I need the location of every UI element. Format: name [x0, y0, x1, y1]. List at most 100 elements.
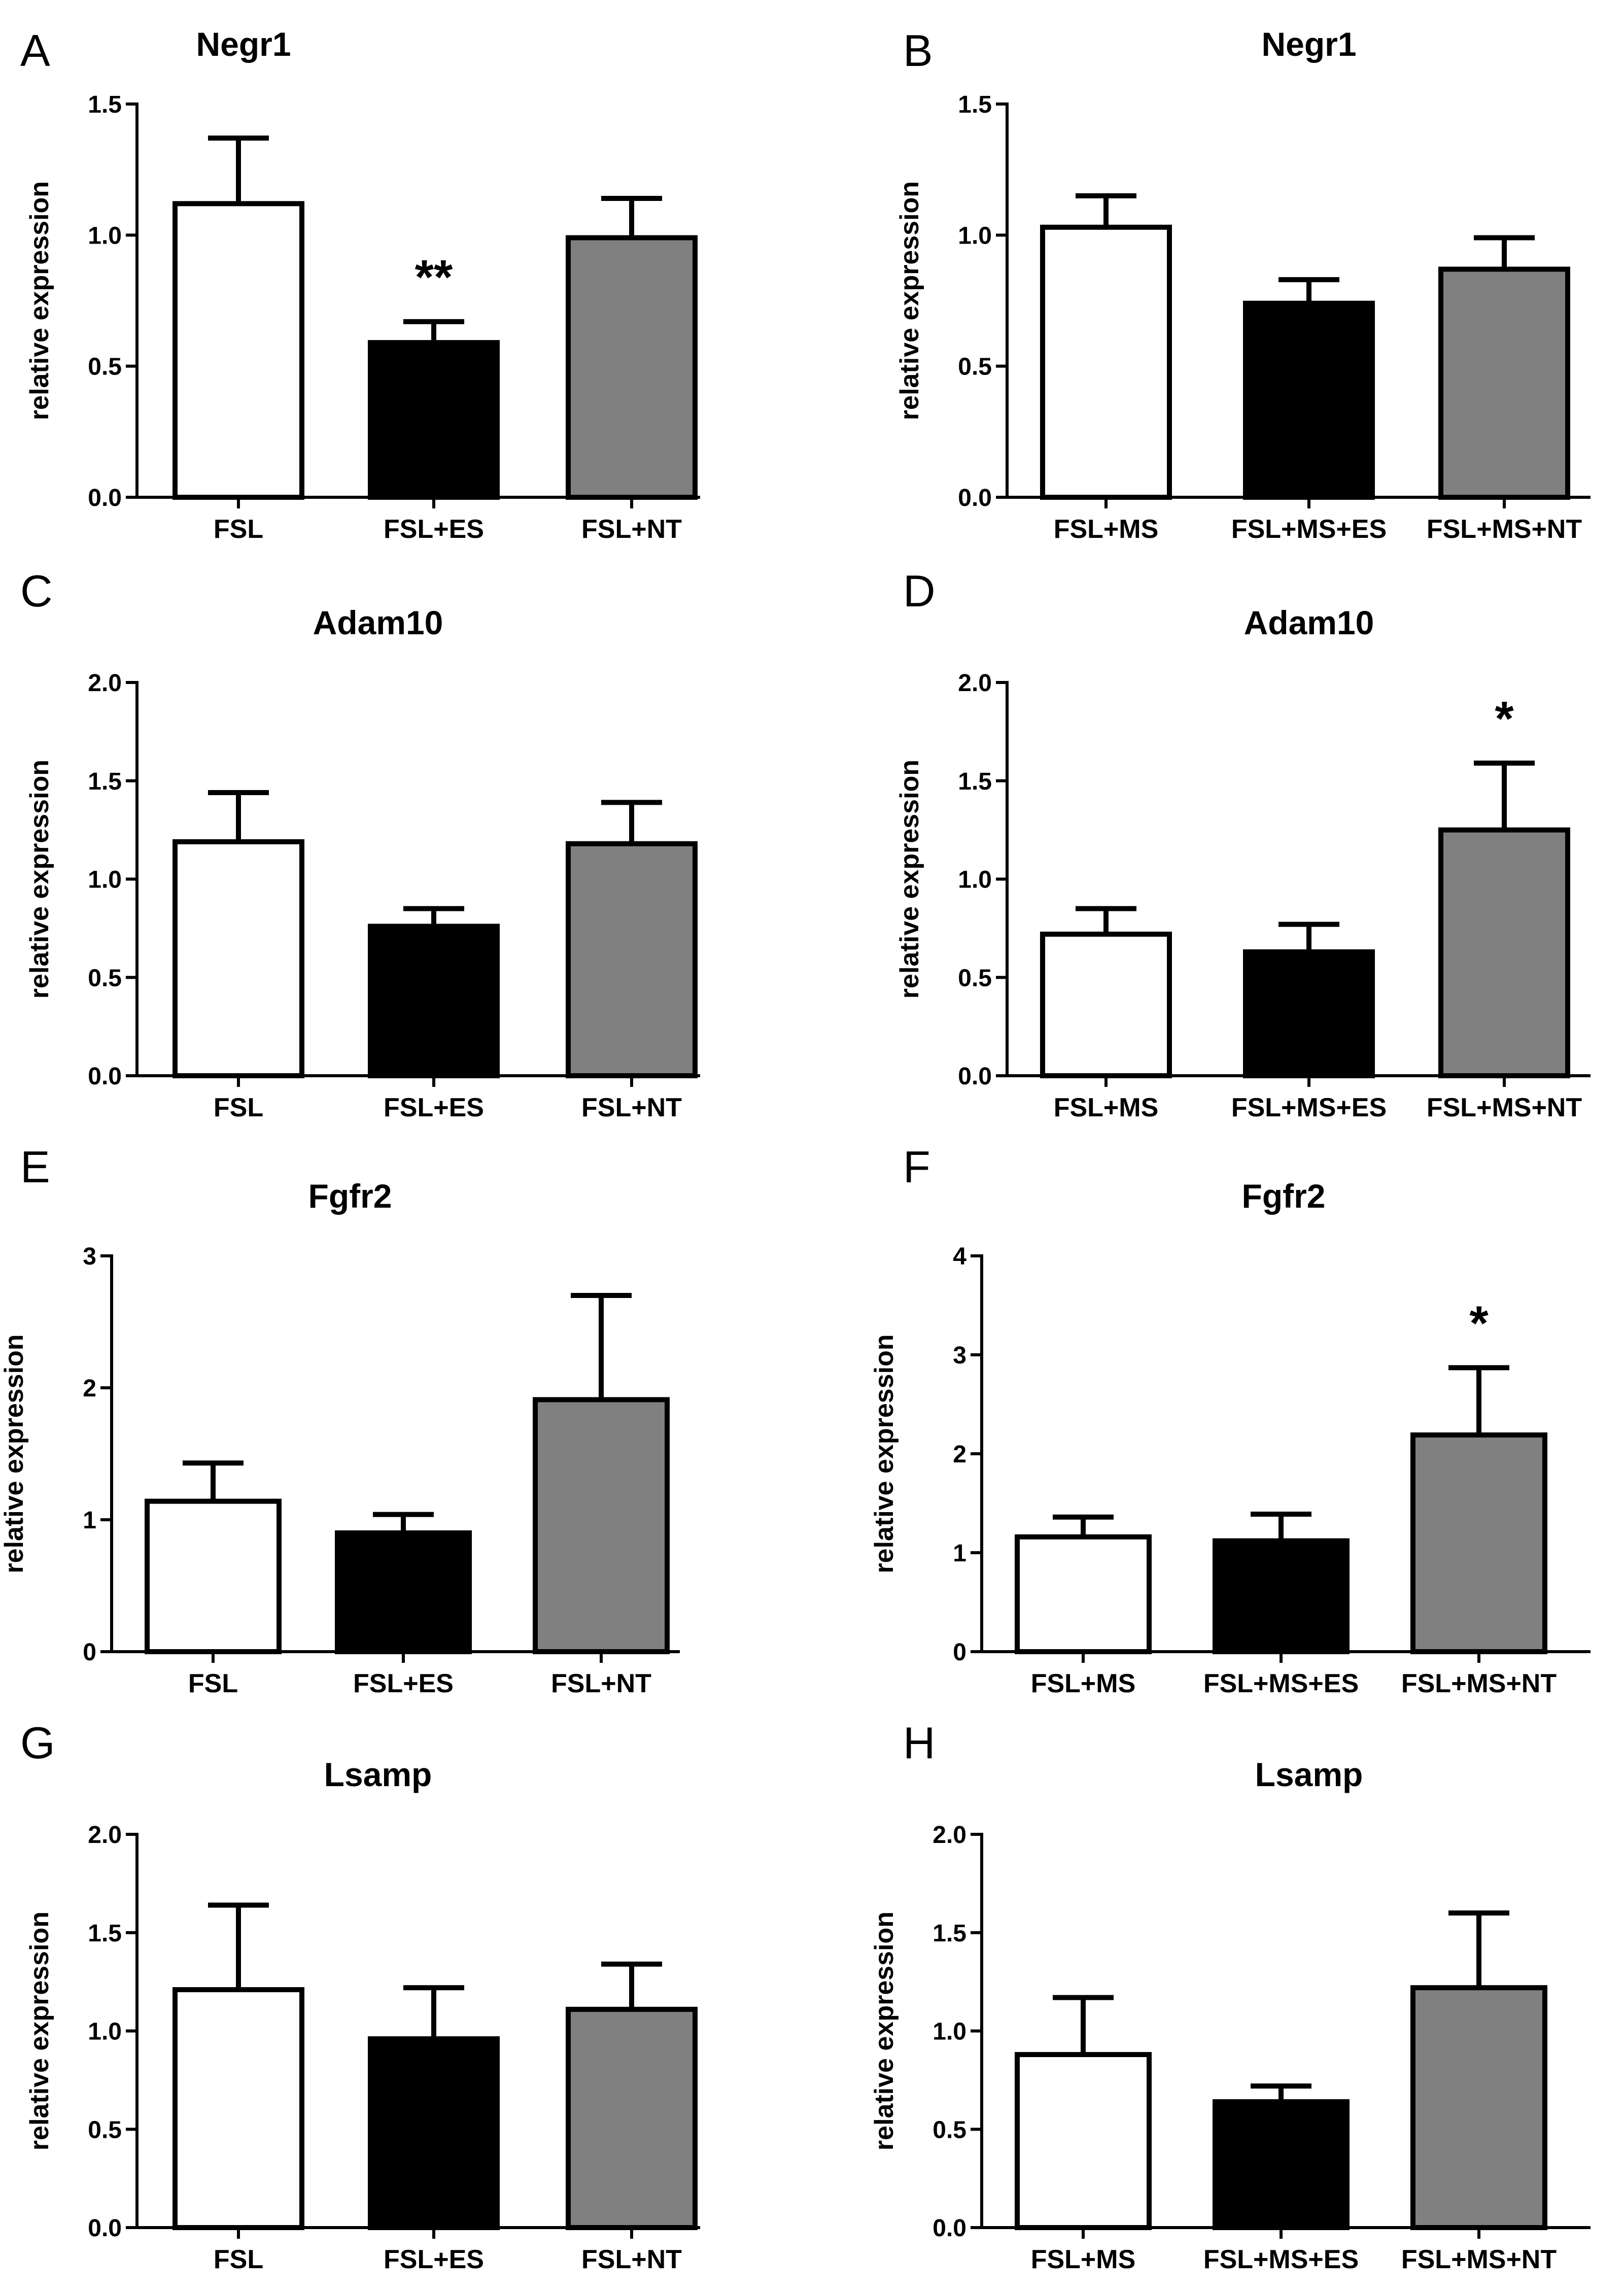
error-bar — [1279, 921, 1339, 952]
bar-fsl-ms-nt — [1410, 1985, 1547, 2230]
y-tick-label: 0.0 — [958, 485, 992, 511]
bar-fsl-nt — [566, 235, 698, 500]
panel-b: B Negr1 relative expression 0.0 0.5 1.0 1.5 FSL… — [895, 25, 1591, 544]
error-bar — [1474, 235, 1535, 269]
x-tick-label: FSL+MS — [1031, 2245, 1136, 2274]
x-tick-label: FSL+MS — [1031, 1669, 1136, 1698]
bar-fsl-es — [368, 2036, 500, 2230]
bar-fsl-ms-nt — [1438, 827, 1570, 1078]
y-tick-label: 3 — [83, 1243, 96, 1270]
bar-fsl-ms-nt — [1410, 1432, 1547, 1654]
y-tick-label: 1.5 — [958, 768, 992, 795]
x-tick-label: FSL+NT — [581, 515, 682, 544]
panel-e: E Fgfr2 relative expression 0 1 2 3 FSL FSL+ES FS… — [0, 1142, 680, 1698]
y-tick-label: 2.0 — [958, 670, 992, 697]
bar-fsl-ms-nt — [1438, 266, 1570, 500]
bar-fsl — [172, 1987, 304, 2230]
bar-fsl-ms — [1015, 1534, 1152, 1655]
x-tick-label: FSL+ES — [384, 2245, 484, 2274]
y-axis-label: relative expression — [870, 1911, 899, 2150]
error-bar — [183, 1460, 244, 1501]
x-tick-label: FSL+MS+ES — [1231, 1093, 1387, 1122]
panel-letter: H — [903, 1718, 936, 1768]
y-tick-label: 0 — [83, 1639, 96, 1666]
y-tick-label: 1.5 — [932, 1920, 966, 1947]
error-bar — [1448, 1365, 1509, 1435]
error-bar — [1076, 193, 1136, 227]
error-bar — [403, 319, 464, 343]
bar-fsl — [172, 201, 304, 500]
y-tick-label: 1.0 — [958, 867, 992, 894]
chart-title: Negr1 — [1261, 25, 1356, 63]
y-tick-label: 1.0 — [88, 2019, 122, 2045]
panel-letter: G — [20, 1718, 55, 1768]
chart-title: Adam10 — [313, 604, 443, 641]
chart-title: Lsamp — [1255, 1756, 1363, 1793]
y-axis-label: relative expression — [895, 760, 924, 999]
y-tick-label: 0.5 — [958, 354, 992, 381]
bar-fsl-ms-es — [1243, 300, 1375, 500]
chart-title: Lsamp — [324, 1756, 432, 1793]
error-bar — [1251, 2083, 1311, 2102]
y-axis-label: relative expression — [25, 181, 54, 420]
y-tick-label: 1.5 — [88, 1920, 122, 1947]
bar-fsl-es — [368, 340, 500, 500]
error-bar — [1279, 277, 1339, 303]
bar-fsl-es — [335, 1530, 472, 1654]
bar-fsl-nt — [533, 1397, 670, 1654]
y-tick-label: 1 — [83, 1507, 96, 1534]
y-tick-label: 0.5 — [88, 2116, 122, 2143]
y-axis-label: relative expression — [25, 760, 54, 999]
chart-title: Negr1 — [196, 25, 291, 63]
error-bar — [208, 790, 269, 842]
panel-f: F Fgfr2 relative expression 0 1 2 3 4 FSL+MS FSL+… — [870, 1142, 1591, 1698]
error-bar — [373, 1512, 434, 1533]
x-tick-label: FSL+ES — [384, 515, 484, 544]
panel-letter: E — [20, 1142, 50, 1192]
x-tick-label: FSL — [188, 1669, 238, 1698]
panel-letter: C — [20, 566, 53, 616]
panel-d: D Adam10 relative expression 0.0 0.5 1.0 1.5 2.… — [895, 566, 1591, 1122]
error-bar — [571, 1293, 632, 1400]
bar-fsl — [172, 839, 304, 1078]
x-tick-label: FSL — [214, 2245, 263, 2274]
x-tick-label: FSL+ES — [384, 1093, 484, 1122]
y-tick-label: 1.0 — [88, 222, 122, 249]
error-bar — [403, 1985, 464, 2039]
y-axis-label: relative expression — [870, 1334, 899, 1573]
panel-letter: A — [20, 25, 50, 76]
bar-fsl-ms — [1040, 932, 1172, 1078]
error-bar — [1053, 1995, 1114, 2055]
bar-fsl — [145, 1498, 282, 1655]
chart-title: Fgfr2 — [308, 1177, 392, 1215]
error-bar — [601, 196, 662, 238]
y-tick-label: 0.0 — [88, 2215, 122, 2242]
panel-letter: B — [903, 25, 933, 76]
x-tick-label: FSL+NT — [551, 1669, 651, 1698]
error-bar — [1076, 906, 1136, 934]
y-tick-label: 0 — [953, 1639, 966, 1666]
bar-fsl-ms-es — [1213, 1538, 1350, 1655]
panel-a: A Negr1 relative expression 0.0 0.5 1.0 1.5 FSL… — [20, 25, 700, 544]
x-tick-label: FSL+MS+NT — [1401, 2245, 1557, 2274]
y-tick-label: 0.5 — [88, 354, 122, 381]
x-tick-label: FSL — [214, 515, 263, 544]
x-tick-label: FSL+MS — [1054, 515, 1159, 544]
y-axis-label: relative expression — [895, 181, 924, 420]
significance-marker: * — [1495, 692, 1514, 746]
x-tick-label: FSL+MS — [1054, 1093, 1159, 1122]
bar-fsl-ms-es — [1243, 949, 1375, 1078]
panel-g: G Lsamp relative expression 0.0 0.5 1.0 1.5 2.0… — [20, 1718, 700, 2274]
y-axis-label: relative expression — [0, 1334, 29, 1573]
x-tick-label: FSL+MS+NT — [1427, 1093, 1582, 1122]
bar-fsl-nt — [566, 2006, 698, 2230]
y-tick-label: 1.5 — [88, 768, 122, 795]
bar-fsl-ms-es — [1213, 2099, 1350, 2230]
y-tick-label: 3 — [953, 1342, 966, 1369]
error-bar — [208, 135, 269, 204]
error-bar — [601, 1961, 662, 2009]
y-tick-label: 1 — [953, 1540, 966, 1567]
y-tick-label: 2 — [953, 1441, 966, 1468]
panel-h: H Lsamp relative expression 0.0 0.5 1.0 1.5 2.0… — [870, 1718, 1591, 2274]
y-tick-label: 2.0 — [932, 1822, 966, 1849]
